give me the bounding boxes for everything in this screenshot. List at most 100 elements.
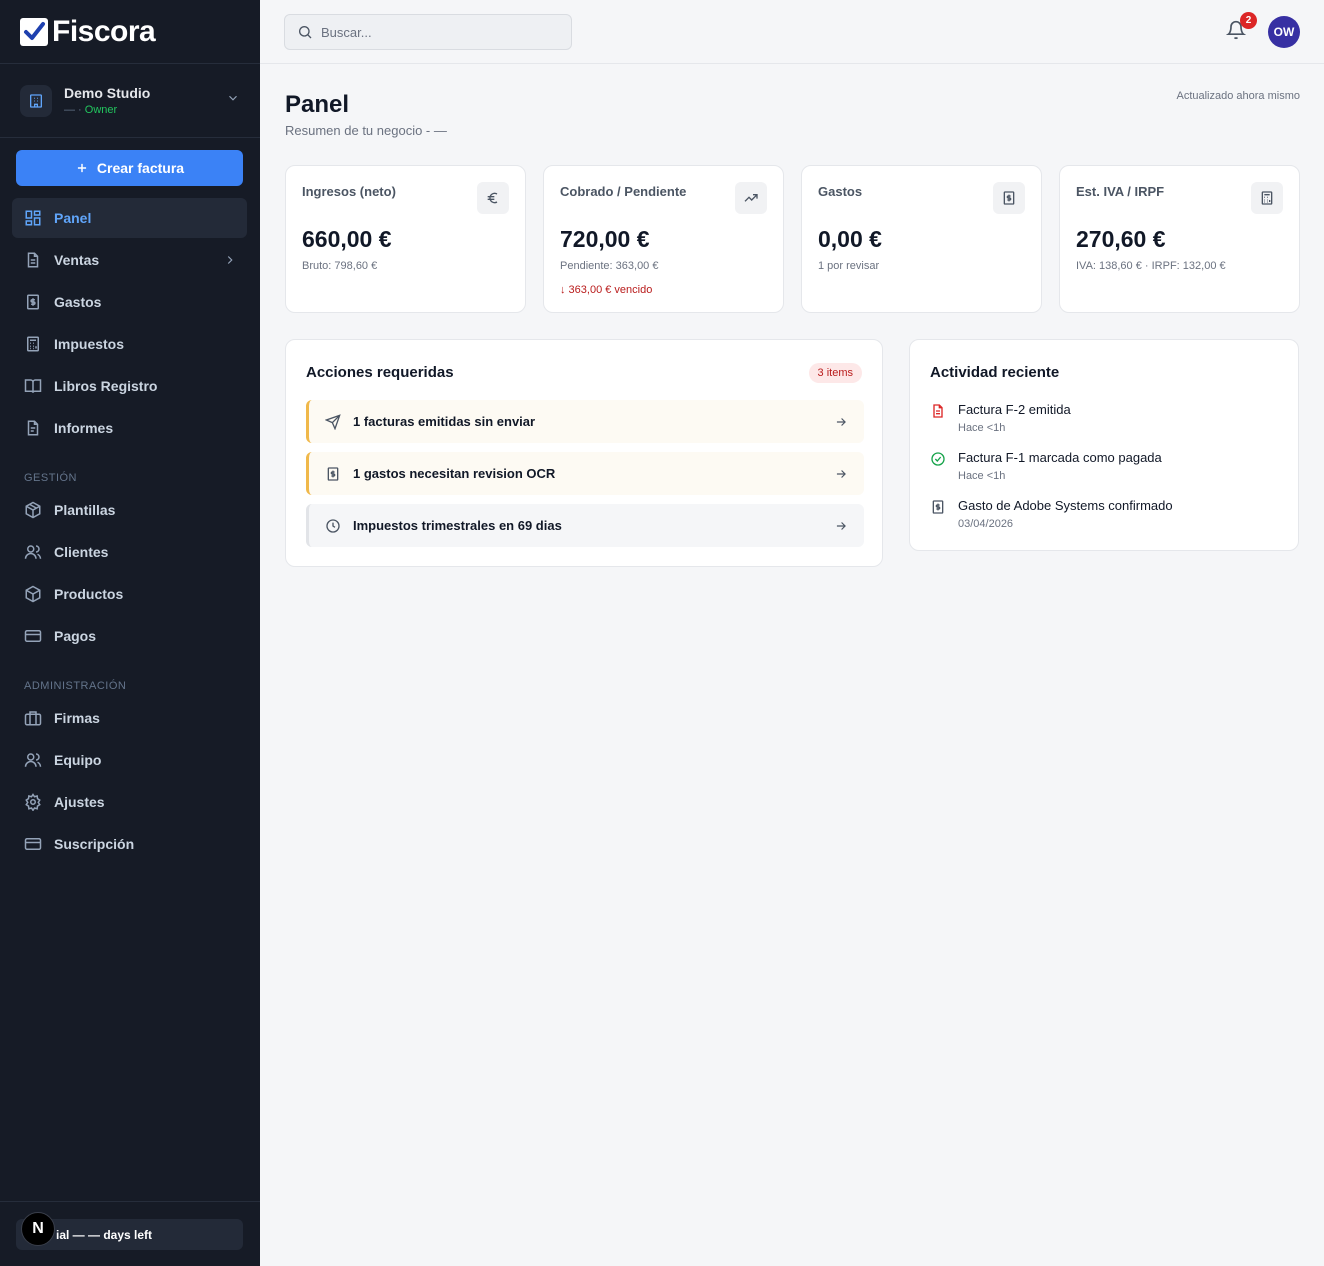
team-icon [24,753,42,767]
sidebar-item-label: Productos [54,586,124,602]
briefcase-icon [24,711,42,726]
activity-title-text: Factura F-2 emitida [958,402,1071,417]
stat-card-iva-irpf: Est. IVA / IRPF 270,60 € IVA: 138,60 € ·… [1059,165,1300,313]
users-icon [24,545,42,559]
arrow-right-icon [836,417,846,426]
action-item[interactable]: Impuestos trimestrales en 69 dias [306,504,864,547]
plus-icon [77,163,87,173]
file-icon [933,404,943,418]
box-icon [25,585,41,603]
action-item[interactable]: 1 facturas emitidas sin enviar [306,400,864,443]
create-invoice-button[interactable]: Crear factura [16,150,243,186]
calculator-icon [27,336,39,352]
card-sub: 1 por revisar [818,260,880,272]
sidebar-item-label: Firmas [54,710,100,726]
activity-panel: Actividad reciente Factura F-2 emitida H… [909,339,1299,551]
card-sub: IVA: 138,60 € · IRPF: 132,00 € [1076,260,1226,272]
activity-time: 03/04/2026 [958,518,1014,530]
sidebar-item-firmas[interactable]: Firmas [12,698,247,738]
sidebar-item-label: Gastos [54,294,102,310]
sidebar-nav: Panel Ventas Gastos Impuestos Libros Reg… [12,198,247,866]
building-icon [20,84,52,117]
sidebar-item-productos[interactable]: Productos [12,574,247,614]
card-value: 720,00 € [560,226,650,252]
activity-title: Actividad reciente [930,364,1060,381]
report-icon [27,420,39,436]
org-switcher[interactable]: Demo Studio — · Owner [0,64,260,138]
page-title: Panel [285,91,350,118]
grid-icon [25,210,41,226]
section-gestion: GESTIÓN [24,472,78,484]
card-icon [24,838,42,850]
sidebar-item-equipo[interactable]: Equipo [12,740,247,780]
sidebar-item-plantillas[interactable]: Plantillas [12,490,247,530]
sidebar-item-ventas[interactable]: Ventas [12,240,247,280]
action-item[interactable]: 1 gastos necesitan revision OCR [306,452,864,495]
sidebar-item-label: Ventas [54,252,100,268]
card-sub: Bruto: 798,60 € [302,260,378,272]
document-icon [27,252,39,268]
chevron-right-icon [227,256,233,264]
sidebar-item-gastos[interactable]: Gastos [12,282,247,322]
receipt-icon [327,466,339,481]
gear-icon [25,793,41,811]
divider [0,1201,260,1202]
activity-title-text: Factura F-1 marcada como pagada [958,450,1162,465]
actions-title: Acciones requeridas [306,364,454,381]
card-label: Ingresos (neto) [302,184,396,199]
logo[interactable]: Fiscora [0,0,260,64]
arrow-right-icon [836,469,846,478]
sidebar-item-label: Ajustes [54,794,105,810]
bell-icon[interactable] [1225,20,1247,45]
sidebar: Fiscora Demo Studio — · Owner Crear fact… [0,0,260,1266]
sidebar-item-label: Equipo [54,752,102,768]
notification-badge: 2 [1240,12,1257,29]
card-sub: Pendiente: 363,00 € [560,260,659,272]
search-box[interactable] [284,14,572,50]
package-icon [25,501,41,519]
actions-panel: Acciones requeridas 3 items 1 facturas e… [285,339,883,567]
updated-status: Actualizado ahora mismo [1176,90,1300,102]
search-icon [299,26,312,39]
sidebar-item-libros-registro[interactable]: Libros Registro [12,366,247,406]
sidebar-item-label: Clientes [54,544,109,560]
sidebar-item-ajustes[interactable]: Ajustes [12,782,247,822]
activity-time: Hace <1h [958,470,1006,482]
sidebar-item-clientes[interactable]: Clientes [12,532,247,572]
sidebar-item-label: Plantillas [54,502,116,518]
stat-card-ingresos: Ingresos (neto) 660,00 € Bruto: 798,60 € [285,165,526,313]
sidebar-item-informes[interactable]: Informes [12,408,247,448]
activity-time: Hace <1h [958,422,1006,434]
trending-up-icon [735,182,767,214]
sidebar-item-label: Informes [54,420,114,436]
euro-icon [477,182,509,214]
card-label: Cobrado / Pendiente [560,184,687,199]
card-label: Gastos [818,184,863,199]
n-badge[interactable]: N [21,1212,55,1246]
card-value: 660,00 € [302,226,392,252]
topbar: 2 OW [260,0,1324,64]
check-circle-icon [931,452,945,466]
clock-icon [326,518,340,533]
send-icon [325,413,341,430]
sidebar-item-suscripcion[interactable]: Suscripción [12,824,247,864]
sidebar-item-pagos[interactable]: Pagos [12,616,247,656]
org-name: Demo Studio [64,85,151,101]
avatar[interactable]: OW [1268,16,1300,48]
activity-title-text: Gasto de Adobe Systems confirmado [958,498,1173,513]
section-administracion: ADMINISTRACIÓN [24,680,127,692]
sidebar-item-label: Suscripción [54,836,135,852]
app-name: Fiscora [52,14,156,48]
search-input[interactable] [321,24,551,40]
overdue-alert: ↓ 363,00 € vencido [560,284,653,296]
sidebar-item-impuestos[interactable]: Impuestos [12,324,247,364]
sidebar-item-label: Impuestos [54,336,125,352]
book-open-icon [24,379,42,393]
arrow-right-icon [836,521,846,530]
receipt-icon [932,500,944,514]
page-subtitle: Resumen de tu negocio - — [285,123,447,138]
card-value: 270,60 € [1076,226,1166,252]
items-badge: 3 items [808,363,862,383]
sidebar-item-panel[interactable]: Panel [12,198,247,238]
sidebar-item-label: Libros Registro [54,378,158,394]
